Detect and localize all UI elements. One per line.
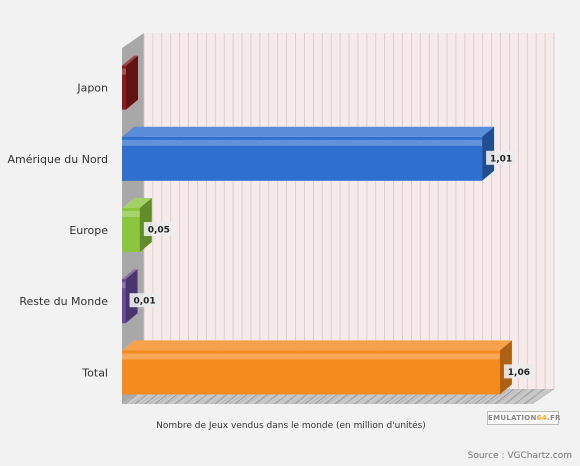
value-label-text: 0,01: [133, 297, 155, 307]
bar-top-face: [122, 198, 152, 208]
value-label: 1,06: [503, 364, 534, 379]
logo-suffix-text: .FR: [547, 414, 561, 422]
category-label: Total: [81, 366, 108, 379]
category-label: Japon: [76, 82, 108, 95]
value-label: 0,01: [129, 293, 160, 308]
category-labels: Japon Amérique du Nord Europe Reste du Mond…: [7, 82, 108, 380]
bar-top-face: [122, 126, 495, 137]
x-axis-title: Nombre de Jeux vendus dans le monde (en …: [0, 421, 580, 431]
bar-am-rique-du-nord: [122, 126, 495, 181]
floor-gridline: [505, 388, 528, 405]
bar-highlight: [122, 211, 140, 217]
logo-accent-text: 64: [536, 414, 547, 422]
value-label-bg: [503, 364, 534, 379]
value-label-text: 0,05: [148, 226, 170, 236]
category-label: Europe: [69, 224, 108, 237]
bar-top-face: [122, 340, 512, 351]
bar-highlight: [122, 353, 500, 360]
bar-end-face: [126, 55, 138, 110]
value-label: 0,05: [143, 222, 174, 236]
value-label-bg: [143, 222, 174, 236]
floor-gridline: [496, 388, 519, 405]
logo-main-text: EMULATION: [488, 414, 537, 422]
chart-bars: [122, 55, 512, 395]
bar-highlight: [122, 282, 126, 289]
value-label-bg: [486, 150, 517, 165]
value-label-text: 1,06: [508, 368, 530, 378]
value-label-bg: [129, 293, 160, 308]
bar-top-face: [122, 269, 138, 280]
bar-front-face: [122, 65, 126, 110]
value-label: 1,01: [486, 150, 517, 165]
value-label-text: 1,01: [490, 154, 512, 164]
floor-gridline: [531, 388, 555, 405]
category-label: Reste du Monde: [19, 295, 108, 308]
x-axis-title-text: Nombre de Jeux vendus dans le monde (en …: [156, 421, 426, 431]
value-labels: 1,01 0,05 0,01 1,06: [129, 150, 534, 379]
bar-highlight: [122, 139, 483, 146]
bar-total: [122, 340, 512, 395]
bar-front-face: [122, 279, 126, 324]
bar-front-face: [122, 208, 140, 252]
floor-gridline: [487, 388, 510, 405]
category-label: Amérique du Nord: [7, 153, 108, 166]
site-logo: EMULATION64.FR: [487, 411, 561, 425]
source-credit: Source : VGChartz.com: [467, 451, 572, 461]
bar-japon: [122, 55, 138, 110]
floor-gridline: [522, 388, 546, 405]
floor-gridline: [514, 388, 537, 405]
bar-highlight: [122, 68, 126, 75]
chart-gridlines: [121, 33, 555, 405]
bar-top-face: [122, 55, 138, 66]
